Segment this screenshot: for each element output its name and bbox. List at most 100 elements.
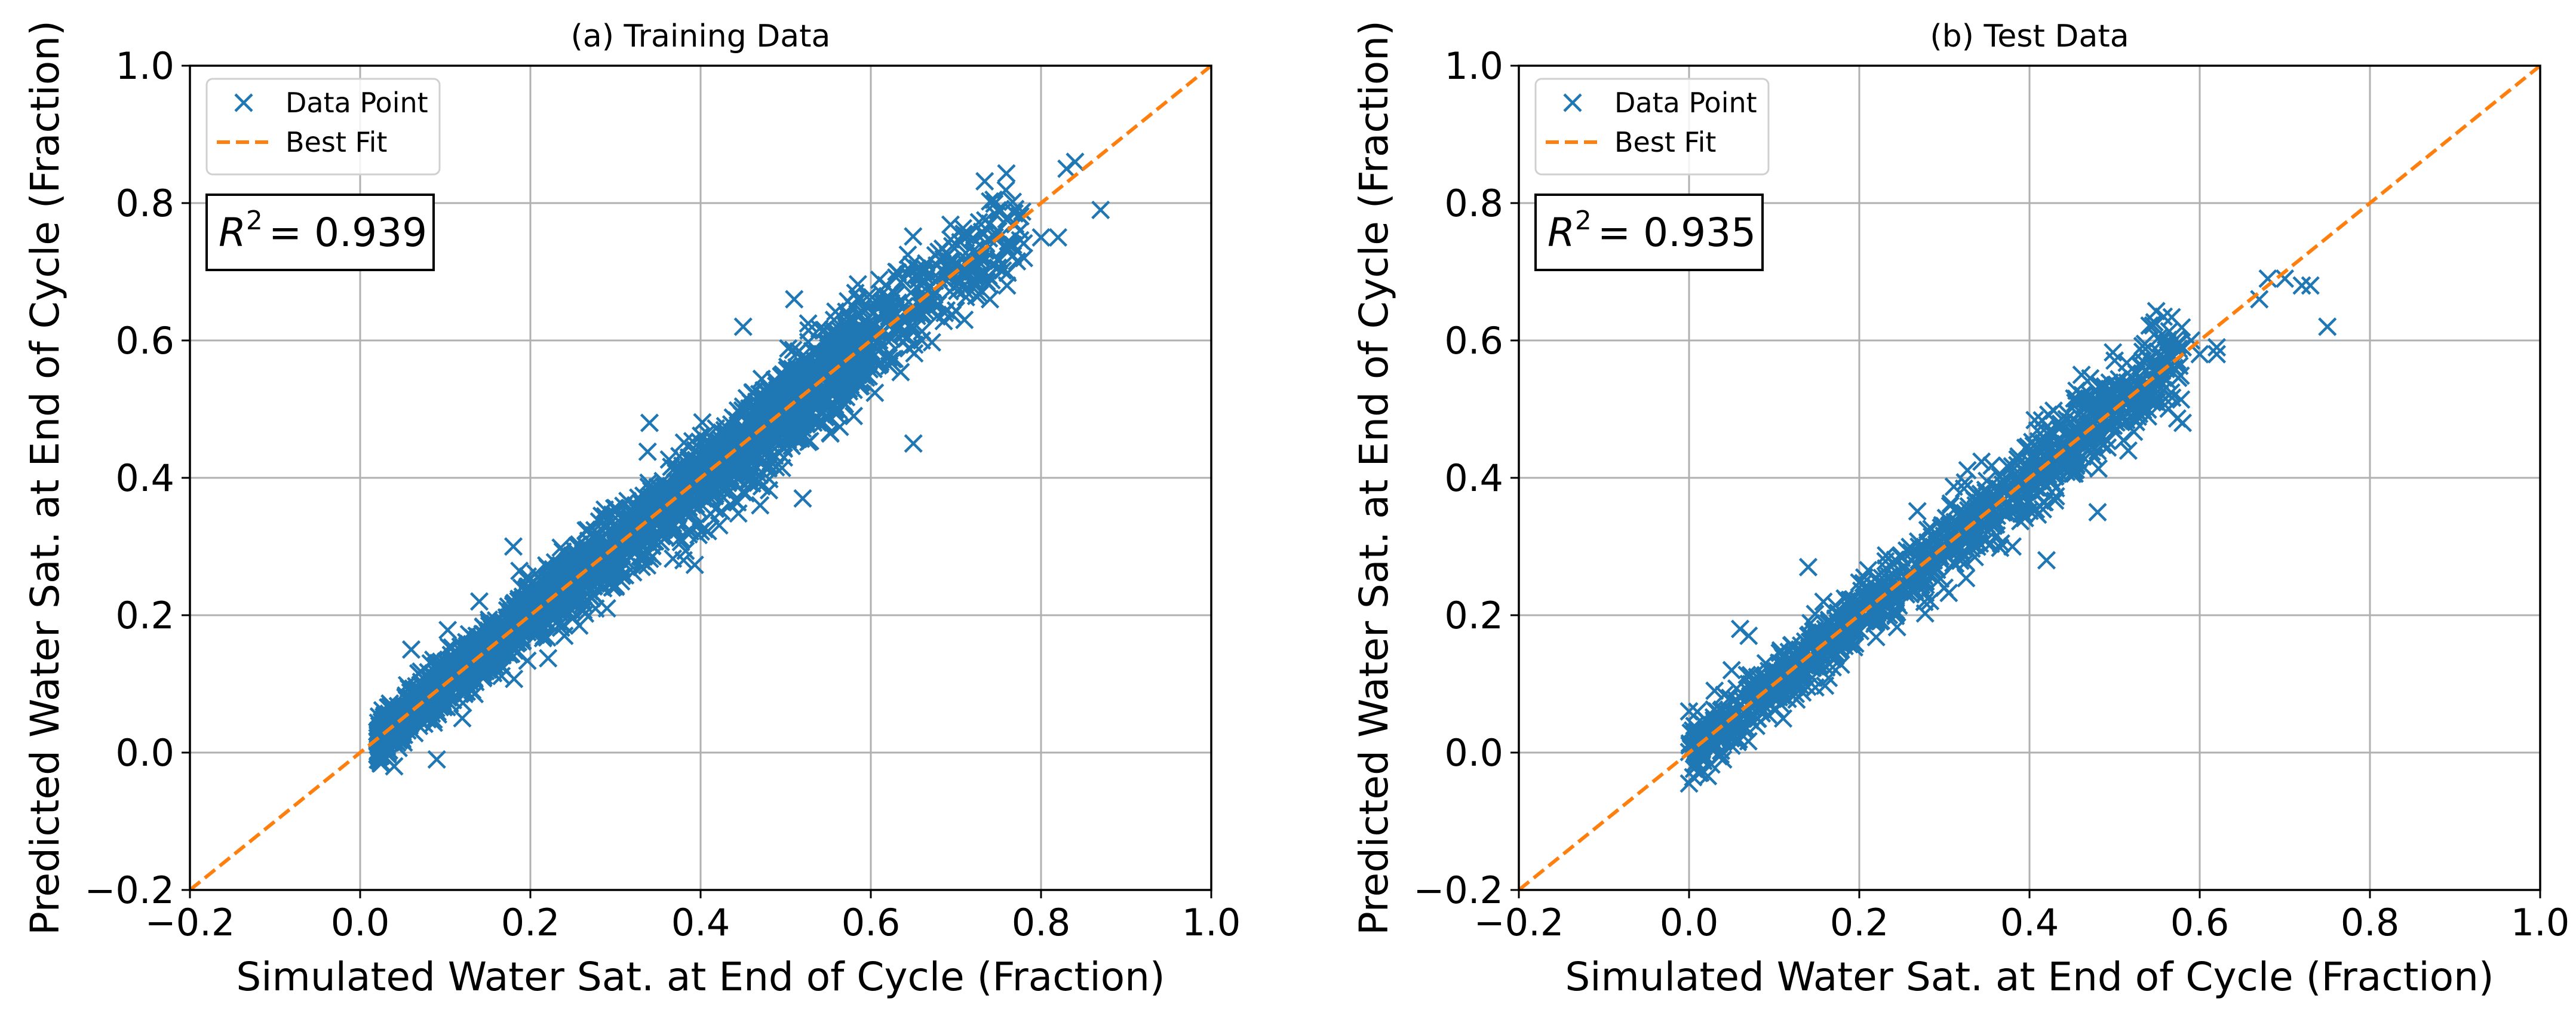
data-point xyxy=(715,420,734,440)
data-point xyxy=(1091,200,1110,220)
data-point xyxy=(1866,606,1886,625)
data-point xyxy=(1994,502,2013,522)
data-point xyxy=(567,536,587,555)
data-point xyxy=(2015,505,2034,524)
data-point xyxy=(822,323,842,342)
data-point xyxy=(1908,502,1927,521)
data-point xyxy=(2118,441,2138,461)
data-point xyxy=(2102,416,2121,435)
y-tick-label: −0.2 xyxy=(84,868,174,912)
legend-box xyxy=(205,78,441,176)
y-tick-label: 0.8 xyxy=(1444,182,1503,225)
data-point xyxy=(1715,685,1734,705)
data-point xyxy=(912,331,932,350)
data-point xyxy=(807,343,826,363)
x-tick-label: 0.8 xyxy=(1012,901,1071,944)
data-point xyxy=(2146,384,2165,403)
data-point xyxy=(917,254,936,273)
data-point xyxy=(698,521,717,541)
data-point xyxy=(921,290,940,309)
data-point xyxy=(1758,705,1778,725)
y-tick-label: 0.0 xyxy=(1444,731,1503,775)
data-point xyxy=(699,468,719,487)
plot-area xyxy=(1519,66,2540,890)
data-point xyxy=(912,276,931,295)
data-point xyxy=(580,582,599,601)
data-point xyxy=(1782,653,1801,673)
data-point xyxy=(1730,695,1750,714)
x-tick-label: 0.6 xyxy=(842,901,901,944)
data-point xyxy=(1952,544,1971,563)
y-axis-label: Predicted Water Sat. at End of Cycle (Fr… xyxy=(1351,20,1397,935)
data-point xyxy=(1944,477,1963,496)
data-point xyxy=(529,606,548,625)
r2-value: = 0.935 xyxy=(1598,210,1756,256)
data-point xyxy=(2032,411,2052,430)
data-point xyxy=(722,455,741,475)
data-point xyxy=(592,506,612,526)
data-point xyxy=(996,180,1015,199)
data-point xyxy=(852,302,871,321)
data-point xyxy=(1972,452,1991,471)
y-tick-label: −0.2 xyxy=(1413,868,1503,912)
data-point xyxy=(1991,534,2010,553)
data-point xyxy=(868,293,887,312)
data-point xyxy=(679,525,698,544)
data-point xyxy=(779,339,798,358)
data-point xyxy=(1748,667,1767,687)
data-point xyxy=(816,408,835,427)
r2-annotation: R2 = 0.939 xyxy=(205,194,435,271)
y-tick-label: 0.4 xyxy=(115,456,174,500)
r2-box xyxy=(205,194,435,271)
data-point xyxy=(2096,413,2116,432)
data-point xyxy=(649,509,668,529)
data-point xyxy=(2207,337,2227,357)
data-point xyxy=(2088,502,2107,522)
data-point xyxy=(2133,351,2153,370)
data-point xyxy=(512,619,532,639)
data-point xyxy=(1916,583,1935,603)
data-point xyxy=(2003,537,2022,556)
data-point xyxy=(1705,681,1724,701)
data-point xyxy=(438,621,458,640)
data-point xyxy=(732,461,751,480)
data-point xyxy=(461,661,480,680)
data-point xyxy=(1995,472,2015,491)
data-point xyxy=(581,564,600,584)
data-point xyxy=(2292,276,2311,295)
x-axis-label: Simulated Water Sat. at End of Cycle (Fr… xyxy=(236,954,1165,1000)
y-tick-label: 0.0 xyxy=(115,731,174,775)
data-point xyxy=(1692,741,1712,760)
legend-label-best-fit: Best Fit xyxy=(1614,126,1716,158)
data-point xyxy=(493,658,512,677)
data-point xyxy=(985,228,1005,247)
data-point xyxy=(963,228,982,247)
data-point xyxy=(1965,536,1984,555)
data-point xyxy=(538,628,557,647)
data-point xyxy=(410,702,429,721)
data-point xyxy=(615,537,634,556)
x-tick-label: 0.4 xyxy=(671,901,730,944)
legend-label-data-point: Data Point xyxy=(285,87,428,119)
data-point xyxy=(1982,456,2001,475)
data-point xyxy=(743,383,762,402)
data-point xyxy=(791,429,810,449)
y-tick-label: 1.0 xyxy=(115,44,174,88)
data-point xyxy=(717,455,736,474)
data-point xyxy=(1814,592,1833,612)
data-point xyxy=(1714,750,1733,769)
data-point xyxy=(865,383,885,403)
data-point xyxy=(1739,626,1758,646)
data-point xyxy=(2037,551,2056,570)
data-point xyxy=(367,722,387,742)
data-point xyxy=(793,489,812,508)
data-point xyxy=(423,650,443,670)
data-point xyxy=(982,271,1001,290)
x-tick-label: 0.0 xyxy=(331,901,390,944)
data-point xyxy=(576,536,595,555)
r2-text: R2 = 0.935 xyxy=(1548,205,1756,256)
data-point xyxy=(1014,234,1033,253)
data-point xyxy=(1978,509,1997,529)
data-point xyxy=(503,537,523,556)
data-point xyxy=(2061,412,2080,431)
